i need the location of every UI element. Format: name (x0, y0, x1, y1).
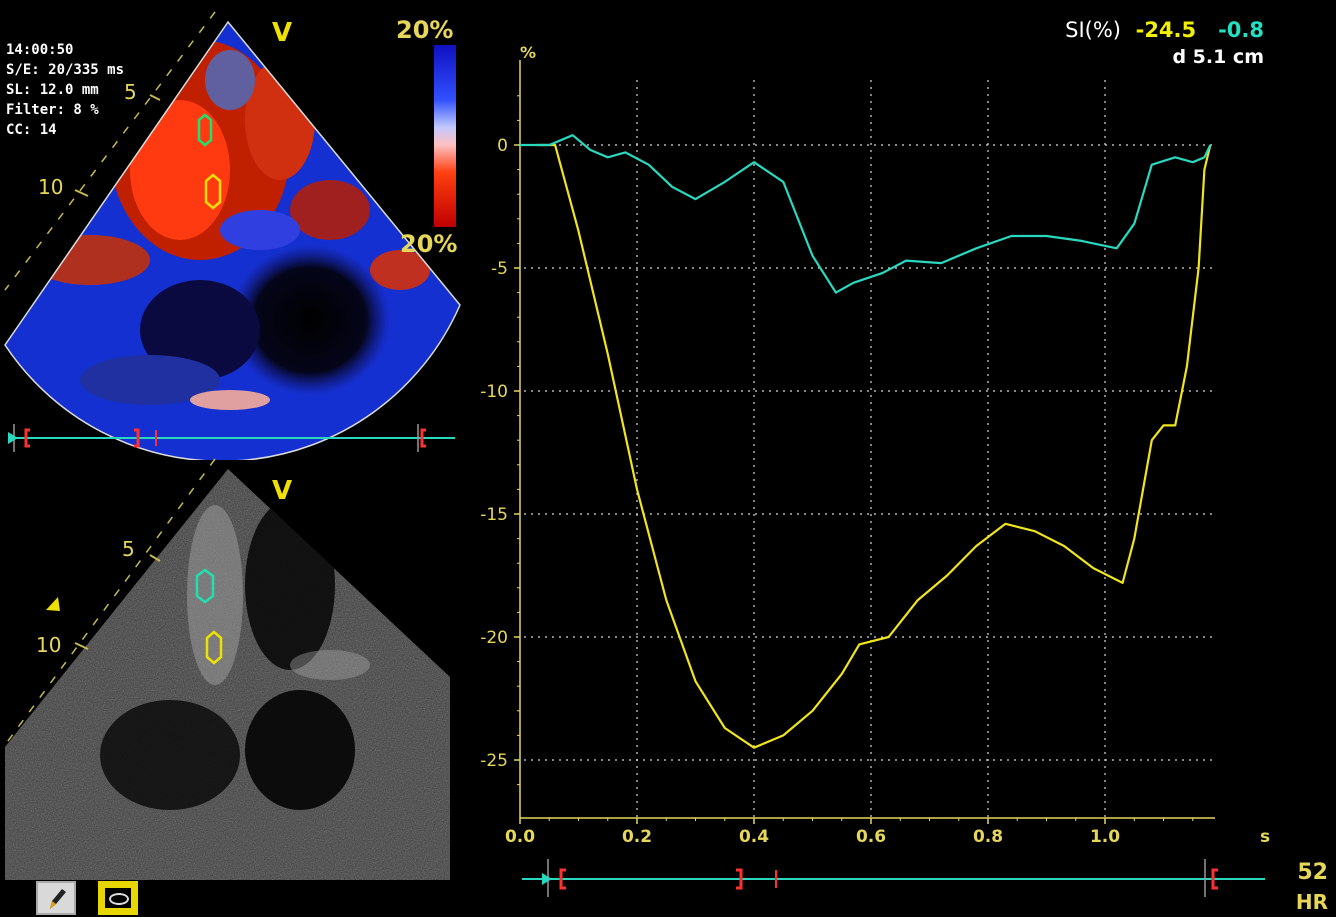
ellipse-icon (109, 893, 129, 905)
x-tick-label: 0.6 (856, 827, 886, 847)
depth-mark-5-bottom: 5 (122, 537, 135, 561)
depth-mark-10-top: 10 (38, 175, 64, 199)
roi-marker-cyan[interactable] (197, 113, 213, 147)
pencil-tool-button[interactable] (36, 881, 76, 915)
x-tick-label: 0.8 (973, 827, 1003, 847)
pencil-icon (50, 889, 66, 909)
y-tick-label: -5 (491, 259, 508, 279)
y-tick-label: -25 (480, 751, 508, 771)
heart-rate-value: 52 (1297, 860, 1328, 885)
y-tick-label: -15 (480, 505, 508, 525)
info-filter: Filter: 8 % (6, 102, 99, 118)
roi-distance: d 5.1 cm (1172, 46, 1264, 68)
color-scale-bottom: 20% (400, 230, 458, 258)
strain-curve-cyan (520, 134, 1212, 294)
bmode-sector (4, 458, 450, 880)
cycle-timeline-top[interactable] (0, 420, 470, 456)
info-sl: SL: 12.0 mm (6, 82, 99, 98)
x-tick-label: 0.2 (622, 827, 652, 847)
readout-label: SI(%) (1065, 18, 1121, 42)
x-tick-label: 1.0 (1090, 827, 1120, 847)
readout-cyan-value: -0.8 (1218, 18, 1264, 42)
roi-marker-yellow-bmode[interactable] (205, 630, 223, 665)
view-marker-bottom: V (272, 476, 293, 506)
readout-yellow-value: -24.5 (1135, 18, 1197, 42)
strain-chart: 0 -5 -10 -15 -20 -25 0.0 0.2 0.4 0.6 0.8 1.0% s (480, 43, 1270, 897)
view-marker-top: V (272, 18, 293, 48)
ellipse-roi-tool-button[interactable] (98, 881, 138, 915)
roi-marker-cyan-bmode[interactable] (195, 568, 215, 604)
info-time: 14:00:50 (6, 42, 74, 58)
cycle-timeline-bottom[interactable] (522, 859, 1265, 897)
y-tick-label: -10 (480, 382, 508, 402)
strain-curve-yellow (537, 143, 1212, 749)
y-tick-label: 0 (497, 136, 508, 156)
acquisition-info: 14:00:50 S/E: 20/335 ms SL: 12.0 mm Filt… (6, 40, 124, 140)
color-scale-top: 20% (396, 16, 454, 44)
heart-rate-label: HR (1295, 890, 1328, 914)
x-unit-label: s (1260, 827, 1270, 847)
info-cc: CC: 14 (6, 122, 57, 138)
depth-mark-5-top: 5 (124, 80, 137, 104)
x-tick-label: 0.0 (505, 827, 535, 847)
info-se: S/E: 20/335 ms (6, 62, 125, 78)
y-unit-label: % (520, 43, 536, 62)
y-tick-label: -20 (480, 628, 508, 648)
strain-readout: SI(%) -24.5 -0.8 (1065, 18, 1264, 42)
velocity-color-bar (434, 45, 456, 227)
depth-mark-10-bottom: 10 (36, 633, 62, 657)
tvi-color-sector (4, 11, 461, 460)
roi-marker-yellow[interactable] (204, 173, 222, 210)
x-tick-label: 0.4 (739, 827, 769, 847)
